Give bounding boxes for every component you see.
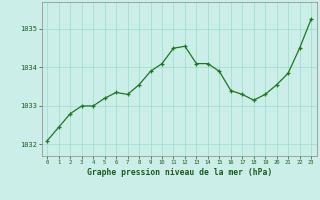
X-axis label: Graphe pression niveau de la mer (hPa): Graphe pression niveau de la mer (hPa) — [87, 168, 272, 177]
